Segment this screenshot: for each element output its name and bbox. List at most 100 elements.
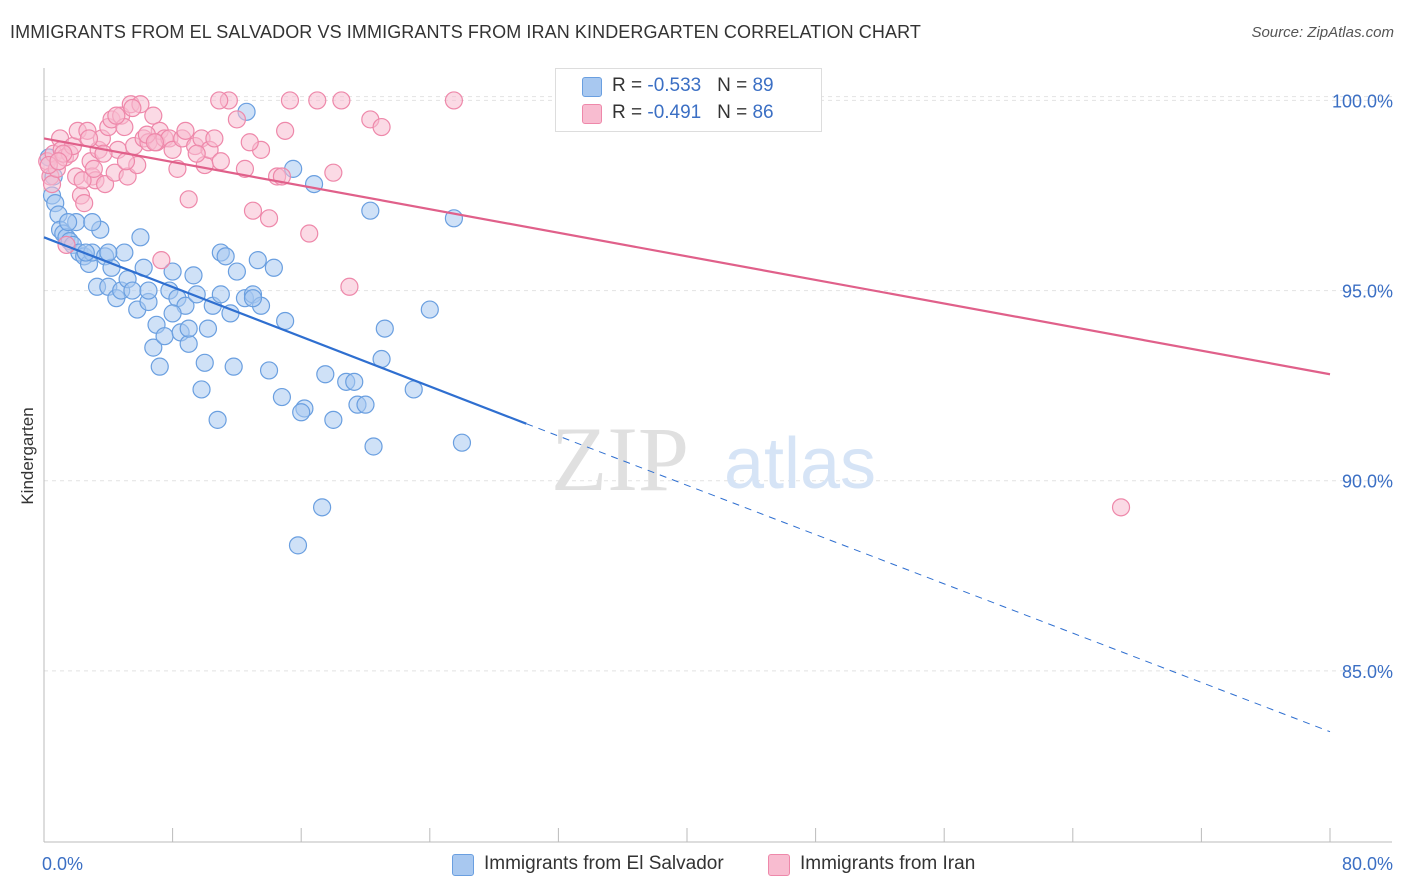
point-el-salvador bbox=[264, 258, 283, 277]
bottom-legend-swatch-iran bbox=[768, 854, 790, 876]
point-iran bbox=[145, 133, 165, 152]
legend-swatch-iran bbox=[582, 104, 602, 124]
bottom-legend-label-el-salvador: Immigrants from El Salvador bbox=[484, 853, 724, 874]
bottom-legend: Immigrants from El Salvador Immigrants f… bbox=[0, 852, 1406, 878]
watermark-zip: ZIP bbox=[551, 408, 689, 510]
y-axis-label: Kindergarten bbox=[18, 407, 37, 505]
point-iran bbox=[210, 91, 229, 110]
point-el-salvador bbox=[211, 285, 230, 304]
point-el-salvador bbox=[139, 281, 158, 300]
point-el-salvador bbox=[361, 201, 380, 220]
watermark: ZIP atlas bbox=[551, 408, 876, 510]
point-iran bbox=[280, 91, 300, 110]
point-el-salvador bbox=[452, 433, 472, 452]
point-iran bbox=[144, 106, 163, 125]
point-iran bbox=[308, 91, 327, 110]
point-iran bbox=[1111, 498, 1131, 517]
point-iran bbox=[75, 194, 94, 213]
point-el-salvador bbox=[131, 228, 150, 247]
point-iran bbox=[107, 106, 126, 125]
point-iran bbox=[211, 152, 230, 171]
point-el-salvador bbox=[59, 213, 78, 232]
chart-title: IMMIGRANTS FROM EL SALVADOR VS IMMIGRANT… bbox=[10, 22, 921, 42]
point-iran bbox=[324, 163, 343, 182]
point-el-salvador bbox=[184, 266, 203, 285]
point-iran bbox=[179, 190, 198, 209]
point-el-salvador bbox=[345, 372, 364, 391]
y-tick-label: 85.0% bbox=[1342, 662, 1393, 682]
point-el-salvador bbox=[375, 319, 394, 338]
point-iran bbox=[187, 144, 206, 163]
point-iran bbox=[243, 201, 263, 220]
point-el-salvador bbox=[248, 251, 267, 270]
point-el-salvador bbox=[356, 395, 375, 414]
y-tick-label: 100.0% bbox=[1332, 91, 1393, 111]
point-iran bbox=[372, 117, 391, 137]
legend-r-label: R = bbox=[612, 102, 648, 123]
y-tick-label: 90.0% bbox=[1342, 472, 1393, 492]
tick-labels: 85.0% 90.0% 95.0% 100.0% 0.0% 80.0% bbox=[42, 91, 1393, 874]
point-el-salvador bbox=[312, 498, 332, 517]
point-el-salvador bbox=[179, 319, 198, 338]
legend: R = -0.533 N = 89 R = -0.491 N = 86 bbox=[555, 68, 822, 132]
trend-line-iran bbox=[43, 137, 1331, 376]
point-el-salvador bbox=[115, 243, 134, 262]
point-el-salvador bbox=[208, 410, 227, 429]
point-iran bbox=[235, 159, 255, 178]
axes bbox=[43, 68, 1392, 843]
trend-line-el-salvador bbox=[43, 236, 527, 425]
point-el-salvador bbox=[198, 319, 218, 338]
point-el-salvador bbox=[364, 437, 383, 456]
point-el-salvador bbox=[195, 353, 214, 372]
point-el-salvador bbox=[227, 262, 246, 281]
data-points bbox=[38, 91, 1131, 555]
point-el-salvador bbox=[259, 361, 279, 380]
point-el-salvador bbox=[324, 410, 343, 429]
bottom-legend-swatch-el-salvador bbox=[452, 854, 474, 876]
point-el-salvador bbox=[83, 213, 102, 232]
y-tick-label: 95.0% bbox=[1342, 282, 1393, 302]
legend-r-value: -0.533 bbox=[647, 75, 702, 96]
point-iran bbox=[84, 159, 103, 178]
point-el-salvador bbox=[292, 403, 311, 422]
point-iran bbox=[276, 121, 295, 140]
point-el-salvador bbox=[179, 334, 198, 353]
point-el-salvador bbox=[420, 300, 439, 319]
point-el-salvador bbox=[144, 338, 163, 357]
source-label: Source: ZipAtlas.com bbox=[1251, 24, 1394, 41]
point-iran bbox=[300, 224, 319, 243]
trend-lines bbox=[43, 137, 1331, 733]
point-iran bbox=[79, 129, 99, 148]
point-iran bbox=[240, 133, 259, 152]
point-el-salvador bbox=[163, 304, 182, 323]
point-el-salvador bbox=[216, 247, 235, 266]
point-iran bbox=[42, 174, 62, 194]
point-iran bbox=[73, 171, 92, 190]
point-el-salvador bbox=[272, 387, 292, 407]
point-el-salvador bbox=[155, 327, 174, 346]
legend-r-value: -0.491 bbox=[647, 102, 702, 123]
x-tick-label: 80.0% bbox=[1342, 854, 1393, 874]
point-el-salvador bbox=[288, 536, 308, 555]
legend-n-value: 89 bbox=[752, 75, 774, 96]
point-el-salvador bbox=[224, 357, 243, 376]
x-tick-label: 0.0% bbox=[42, 854, 83, 874]
point-el-salvador bbox=[150, 357, 169, 376]
trend-line-el-salvador-extension bbox=[526, 423, 1331, 733]
point-iran bbox=[49, 152, 68, 171]
point-iran bbox=[259, 209, 279, 228]
point-el-salvador bbox=[316, 365, 335, 384]
point-el-salvador bbox=[99, 243, 118, 262]
grid-lines bbox=[44, 96, 1392, 672]
bottom-legend-label-iran: Immigrants from Iran bbox=[800, 853, 976, 874]
watermark-atlas: atlas bbox=[724, 424, 876, 504]
point-iran bbox=[227, 110, 246, 129]
legend-r-label: R = bbox=[612, 75, 648, 96]
point-el-salvador bbox=[243, 289, 263, 308]
point-iran bbox=[332, 91, 351, 110]
point-iran bbox=[176, 121, 195, 140]
legend-swatch-el-salvador bbox=[582, 77, 602, 97]
point-el-salvador bbox=[276, 311, 295, 331]
point-el-salvador bbox=[123, 281, 142, 300]
